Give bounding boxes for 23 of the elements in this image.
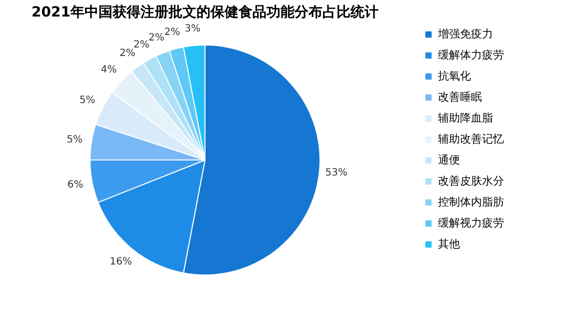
legend-label: 缓解视力疲劳: [438, 216, 504, 230]
legend-label: 辅助降血脂: [438, 112, 493, 124]
data-label: 5%: [79, 95, 96, 106]
data-label: 6%: [67, 180, 84, 191]
data-label: 53%: [325, 167, 348, 178]
data-label: 4%: [100, 64, 117, 76]
data-label: 3%: [184, 24, 201, 35]
legend-label: 抗氧化: [438, 70, 471, 82]
data-label: 2%: [164, 27, 180, 38]
chart-title: 2021年中国获得注册批文的保健食品功能分布占比统计: [32, 4, 378, 21]
data-label: 2%: [148, 32, 164, 44]
legend-label: 缓解体力疲劳: [438, 48, 504, 62]
data-label: 2%: [119, 48, 136, 60]
legend-label: 辅助改善记忆: [438, 132, 504, 146]
data-label: 16%: [110, 256, 132, 268]
legend-label: 其他: [438, 238, 460, 250]
data-label: 2%: [133, 39, 150, 50]
legend-label: 改善睡眠: [438, 90, 482, 104]
legend-label: 控制体内脂肪: [438, 196, 504, 208]
legend-label: 改善皮肤水分: [438, 174, 504, 188]
data-label: 5%: [66, 134, 83, 146]
legend-label: 增强免疫力: [437, 28, 493, 40]
legend-label: 通便: [438, 154, 460, 166]
